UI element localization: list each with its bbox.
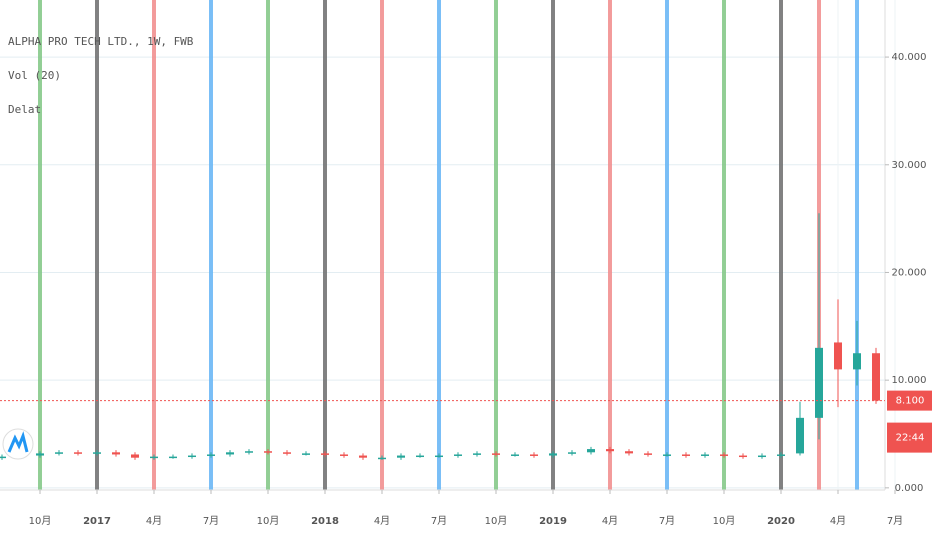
candle-body [758, 455, 766, 458]
candle-body [492, 453, 500, 455]
candle-body [0, 456, 6, 459]
x-tick-label: 7月 [887, 515, 903, 527]
x-tick-label: 7月 [431, 515, 447, 527]
candle-body [226, 452, 234, 455]
candle-body [872, 353, 880, 401]
candle-body [55, 452, 63, 454]
candle-body [112, 452, 120, 455]
event-lines [38, 0, 859, 490]
y-tick-label: 10.000 [892, 375, 927, 386]
x-tick-label: 7月 [659, 515, 675, 527]
candle-body [606, 449, 614, 452]
y-tick-label: 40.000 [892, 52, 927, 63]
candle-body [777, 454, 785, 456]
chart-title: ALPHA PRO TECH LTD., 1W, FWB [8, 35, 194, 48]
last-price-box [887, 390, 932, 411]
x-tick-label: 2017 [83, 516, 111, 527]
candle-body [359, 455, 367, 458]
x-tick-label: 10月 [485, 515, 508, 527]
candle-body [93, 452, 101, 454]
candle-body [853, 353, 861, 370]
candle-body [36, 453, 44, 456]
x-tick-label: 7月 [203, 515, 219, 527]
x-tick-label: 2020 [767, 516, 795, 527]
countdown-box [887, 422, 932, 453]
candle-body [549, 453, 557, 456]
candle-body [302, 453, 310, 455]
candle-body [169, 456, 177, 459]
candle-body [397, 455, 405, 458]
candle-body [264, 451, 272, 453]
candle-body [340, 454, 348, 456]
candle-body [663, 454, 671, 456]
candle-body [568, 452, 576, 454]
candle-body [720, 454, 728, 456]
candle-body [511, 454, 519, 456]
y-tick-label: 20.000 [892, 267, 927, 278]
candle-body [416, 455, 424, 458]
y-tick-label: 0.000 [895, 483, 924, 494]
candle-body [283, 452, 291, 454]
candles [0, 213, 880, 460]
countdown-label: 22:44 [896, 433, 925, 444]
indicator-label: Delat [8, 103, 41, 116]
candle-body [245, 451, 253, 453]
x-tick-label: 2019 [539, 516, 567, 527]
candle-body [188, 455, 196, 458]
x-tick-label: 2018 [311, 516, 339, 527]
axes: 0.000 10.000 20.000 30.000 40.000 10月 2017 4月 7月… [29, 52, 927, 527]
candle-body [454, 454, 462, 456]
x-tick-label: 10月 [29, 515, 52, 527]
x-tick-label: 4月 [374, 515, 390, 527]
candle-body [530, 454, 538, 456]
candle-body [378, 457, 386, 460]
candle-body [74, 452, 82, 454]
indicator-label: Vol (20) [8, 69, 61, 82]
candle-body [815, 347, 823, 418]
candle-body [131, 454, 139, 458]
candle-body [644, 453, 652, 455]
candle-body [473, 453, 481, 455]
x-tick-label: 4月 [830, 515, 846, 527]
candle-body [701, 454, 709, 456]
candle-body [796, 417, 804, 454]
x-tick-label: 4月 [602, 515, 618, 527]
candle-body [739, 455, 747, 458]
logo [2, 428, 34, 460]
candle-body [625, 451, 633, 454]
candle-body [435, 455, 443, 458]
last-price-label: 8.100 [896, 396, 925, 407]
candle-body [207, 454, 215, 456]
candle-body [150, 456, 158, 459]
x-tick-label: 10月 [257, 515, 280, 527]
candle-body [321, 453, 329, 455]
candle-body [682, 454, 690, 456]
candle-body [587, 449, 595, 453]
x-tick-label: 4月 [146, 515, 162, 527]
x-tick-label: 10月 [713, 515, 736, 527]
candle-body [834, 342, 842, 370]
y-tick-label: 30.000 [892, 160, 927, 171]
